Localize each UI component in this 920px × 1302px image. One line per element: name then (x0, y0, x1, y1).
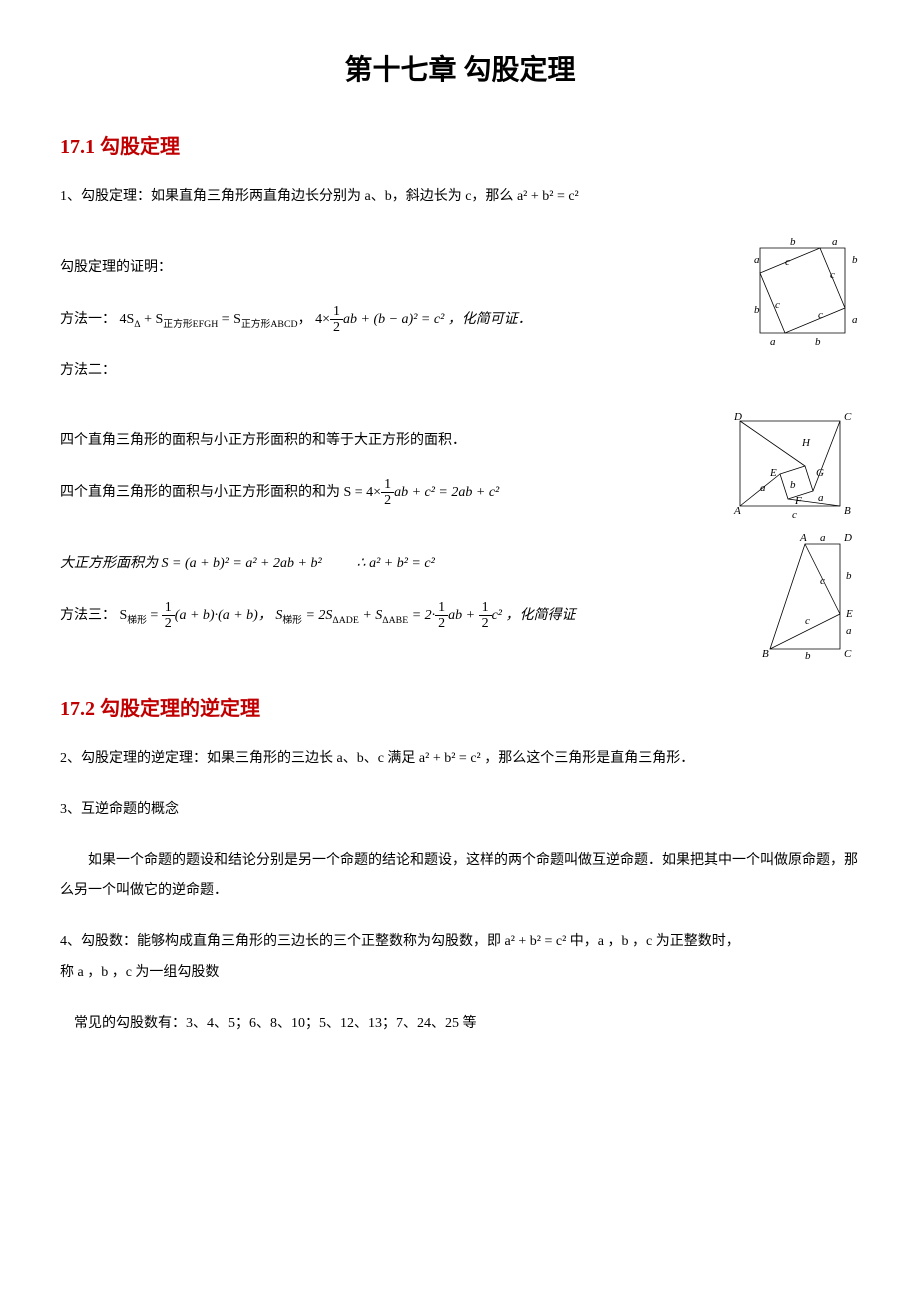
svg-text:E: E (845, 608, 853, 620)
m3s1: 梯形 (127, 615, 147, 626)
method-2-line-2: 四个直角三角形的面积与小正方形面积的和为 S = 4×12ab + c² = 2… (60, 477, 700, 509)
m3t6: = 2· (408, 608, 435, 623)
svg-text:a: a (832, 236, 838, 248)
svg-text:H: H (801, 437, 811, 449)
figure-3: A Da b c Ea c B Cb (750, 529, 860, 669)
m2fd: 2 (381, 493, 394, 508)
svg-text:E: E (769, 467, 777, 479)
svg-text:a: a (820, 532, 826, 544)
svg-text:c: c (775, 299, 780, 311)
svg-text:F: F (794, 495, 802, 507)
theorem-statement: 1、勾股定理：如果直角三角形两直角边长分别为 a、b，斜边长为 c，那么 a² … (60, 182, 860, 213)
item-4b: 称 a ，b ，c 为一组勾股数 (60, 965, 219, 980)
svg-text:B: B (844, 505, 851, 517)
svg-text:b: b (815, 336, 821, 348)
svg-text:a: a (754, 254, 760, 266)
m3label: 方法三： (60, 608, 116, 623)
pythagorean-triples: 常见的勾股数有：3、4、5；6、8、10；5、12、13；7、24、25 等 (60, 1009, 860, 1040)
item-4a: 4、勾股数：能够构成直角三角形的三边长的三个正整数称为勾股数，即 a² + b²… (60, 934, 740, 949)
m3t8: c² ，化简得证 (492, 608, 576, 623)
svg-text:b: b (805, 650, 811, 662)
svg-text:b: b (754, 304, 760, 316)
m3s4: ΔABE (382, 615, 408, 626)
m3s2: 梯形 (282, 615, 302, 626)
svg-text:c: c (830, 269, 835, 281)
svg-text:D: D (843, 532, 852, 544)
svg-text:b: b (852, 254, 858, 266)
m1s3: 正方形ABCD (241, 319, 298, 330)
m2fn: 1 (381, 477, 394, 493)
m1fn: 1 (330, 304, 343, 320)
m3fn3: 1 (479, 600, 492, 616)
item-4: 4、勾股数：能够构成直角三角形的三边长的三个正整数称为勾股数，即 a² + b²… (60, 927, 860, 989)
svg-text:a: a (818, 492, 824, 504)
svg-text:C: C (844, 411, 852, 423)
m2l2b: ab + c² = 2ab + c² (394, 485, 499, 500)
svg-text:a: a (846, 625, 852, 637)
svg-text:a: a (852, 314, 858, 326)
m1t1: 4S (120, 312, 135, 327)
item-2: 2、勾股定理的逆定理：如果三角形的三边长 a、b、c 满足 a² + b² = … (60, 744, 860, 775)
method-2-label: 方法二： (60, 356, 720, 387)
m3t5: + S (359, 608, 382, 623)
svg-text:a: a (760, 482, 766, 494)
m2l3a: 大正方形面积为 S = (a + b)² = a² + 2ab + b² (60, 556, 322, 571)
figure-3-container: A Da b c Ea c B Cb (750, 529, 860, 669)
method-2-line-3: 大正方形面积为 S = (a + b)² = a² + 2ab + b² ∴ a… (60, 549, 730, 580)
method-3: 方法三： S梯形 = 12(a + b)·(a + b)， S梯形 = 2SΔA… (60, 600, 730, 632)
svg-text:b: b (790, 236, 796, 248)
svg-text:C: C (844, 648, 852, 660)
svg-text:c: c (818, 309, 823, 321)
figure-1: baabbaabcccc (740, 233, 860, 353)
m1t5: ab + (b − a)² = c² ，化简可证． (343, 312, 532, 327)
m3fn2: 1 (435, 600, 448, 616)
method-2-line-1: 四个直角三角形的面积与小正方形面积的和等于大正方形的面积． (60, 426, 700, 457)
m3t4: = 2S (302, 608, 332, 623)
m1t3: = S (218, 312, 241, 327)
m1s2: 正方形EFGH (163, 319, 218, 330)
figure-2: D C A B H G E Fa b a c (720, 406, 860, 526)
method-1: 方法一： 4SΔ + S正方形EFGH = S正方形ABCD， 4×12ab +… (60, 304, 720, 336)
theorem-text: 1、勾股定理：如果直角三角形两直角边长分别为 a、b，斜边长为 c，那么 (60, 189, 517, 204)
m3t2: = (147, 608, 162, 623)
proof-heading: 勾股定理的证明： (60, 253, 720, 284)
figure-1-container: baabbaabcccc (740, 233, 860, 353)
svg-text:A: A (799, 532, 807, 544)
item-3-title: 3、互逆命题的概念 (60, 795, 860, 826)
chapter-title: 第十七章 勾股定理 (60, 50, 860, 92)
item-3-body: 如果一个命题的题设和结论分别是另一个命题的结论和题设，这样的两个命题叫做互逆命题… (60, 846, 860, 908)
m3fd2: 2 (435, 616, 448, 631)
svg-text:D: D (733, 411, 742, 423)
section-17-2-title: 17.2 勾股定理的逆定理 (60, 694, 860, 724)
m3t7: ab + (448, 608, 478, 623)
svg-text:G: G (816, 467, 824, 479)
svg-text:c: c (792, 509, 797, 521)
svg-text:b: b (846, 570, 852, 582)
m3t3: (a + b)·(a + b)， S (175, 608, 283, 623)
m3s3: ΔADE (332, 615, 358, 626)
svg-text:c: c (820, 575, 825, 587)
svg-text:c: c (805, 615, 810, 627)
svg-text:a: a (770, 336, 776, 348)
m3fn1: 1 (162, 600, 175, 616)
method-1-label: 方法一： (60, 312, 116, 327)
m1fd: 2 (330, 320, 343, 335)
m2l2a: 四个直角三角形的面积与小正方形面积的和为 S = 4× (60, 485, 381, 500)
svg-text:c: c (785, 256, 790, 268)
theorem-formula: a² + b² = c² (517, 189, 579, 204)
m1t2: + S (141, 312, 164, 327)
m2l3b: ∴ a² + b² = c² (357, 556, 435, 571)
m3fd3: 2 (479, 616, 492, 631)
svg-text:A: A (733, 505, 741, 517)
svg-text:B: B (762, 648, 769, 660)
figure-2-container: D C A B H G E Fa b a c (720, 406, 860, 526)
m1t4: ， 4× (298, 312, 330, 327)
section-17-1-title: 17.1 勾股定理 (60, 132, 860, 162)
m3fd1: 2 (162, 616, 175, 631)
svg-text:b: b (790, 479, 796, 491)
